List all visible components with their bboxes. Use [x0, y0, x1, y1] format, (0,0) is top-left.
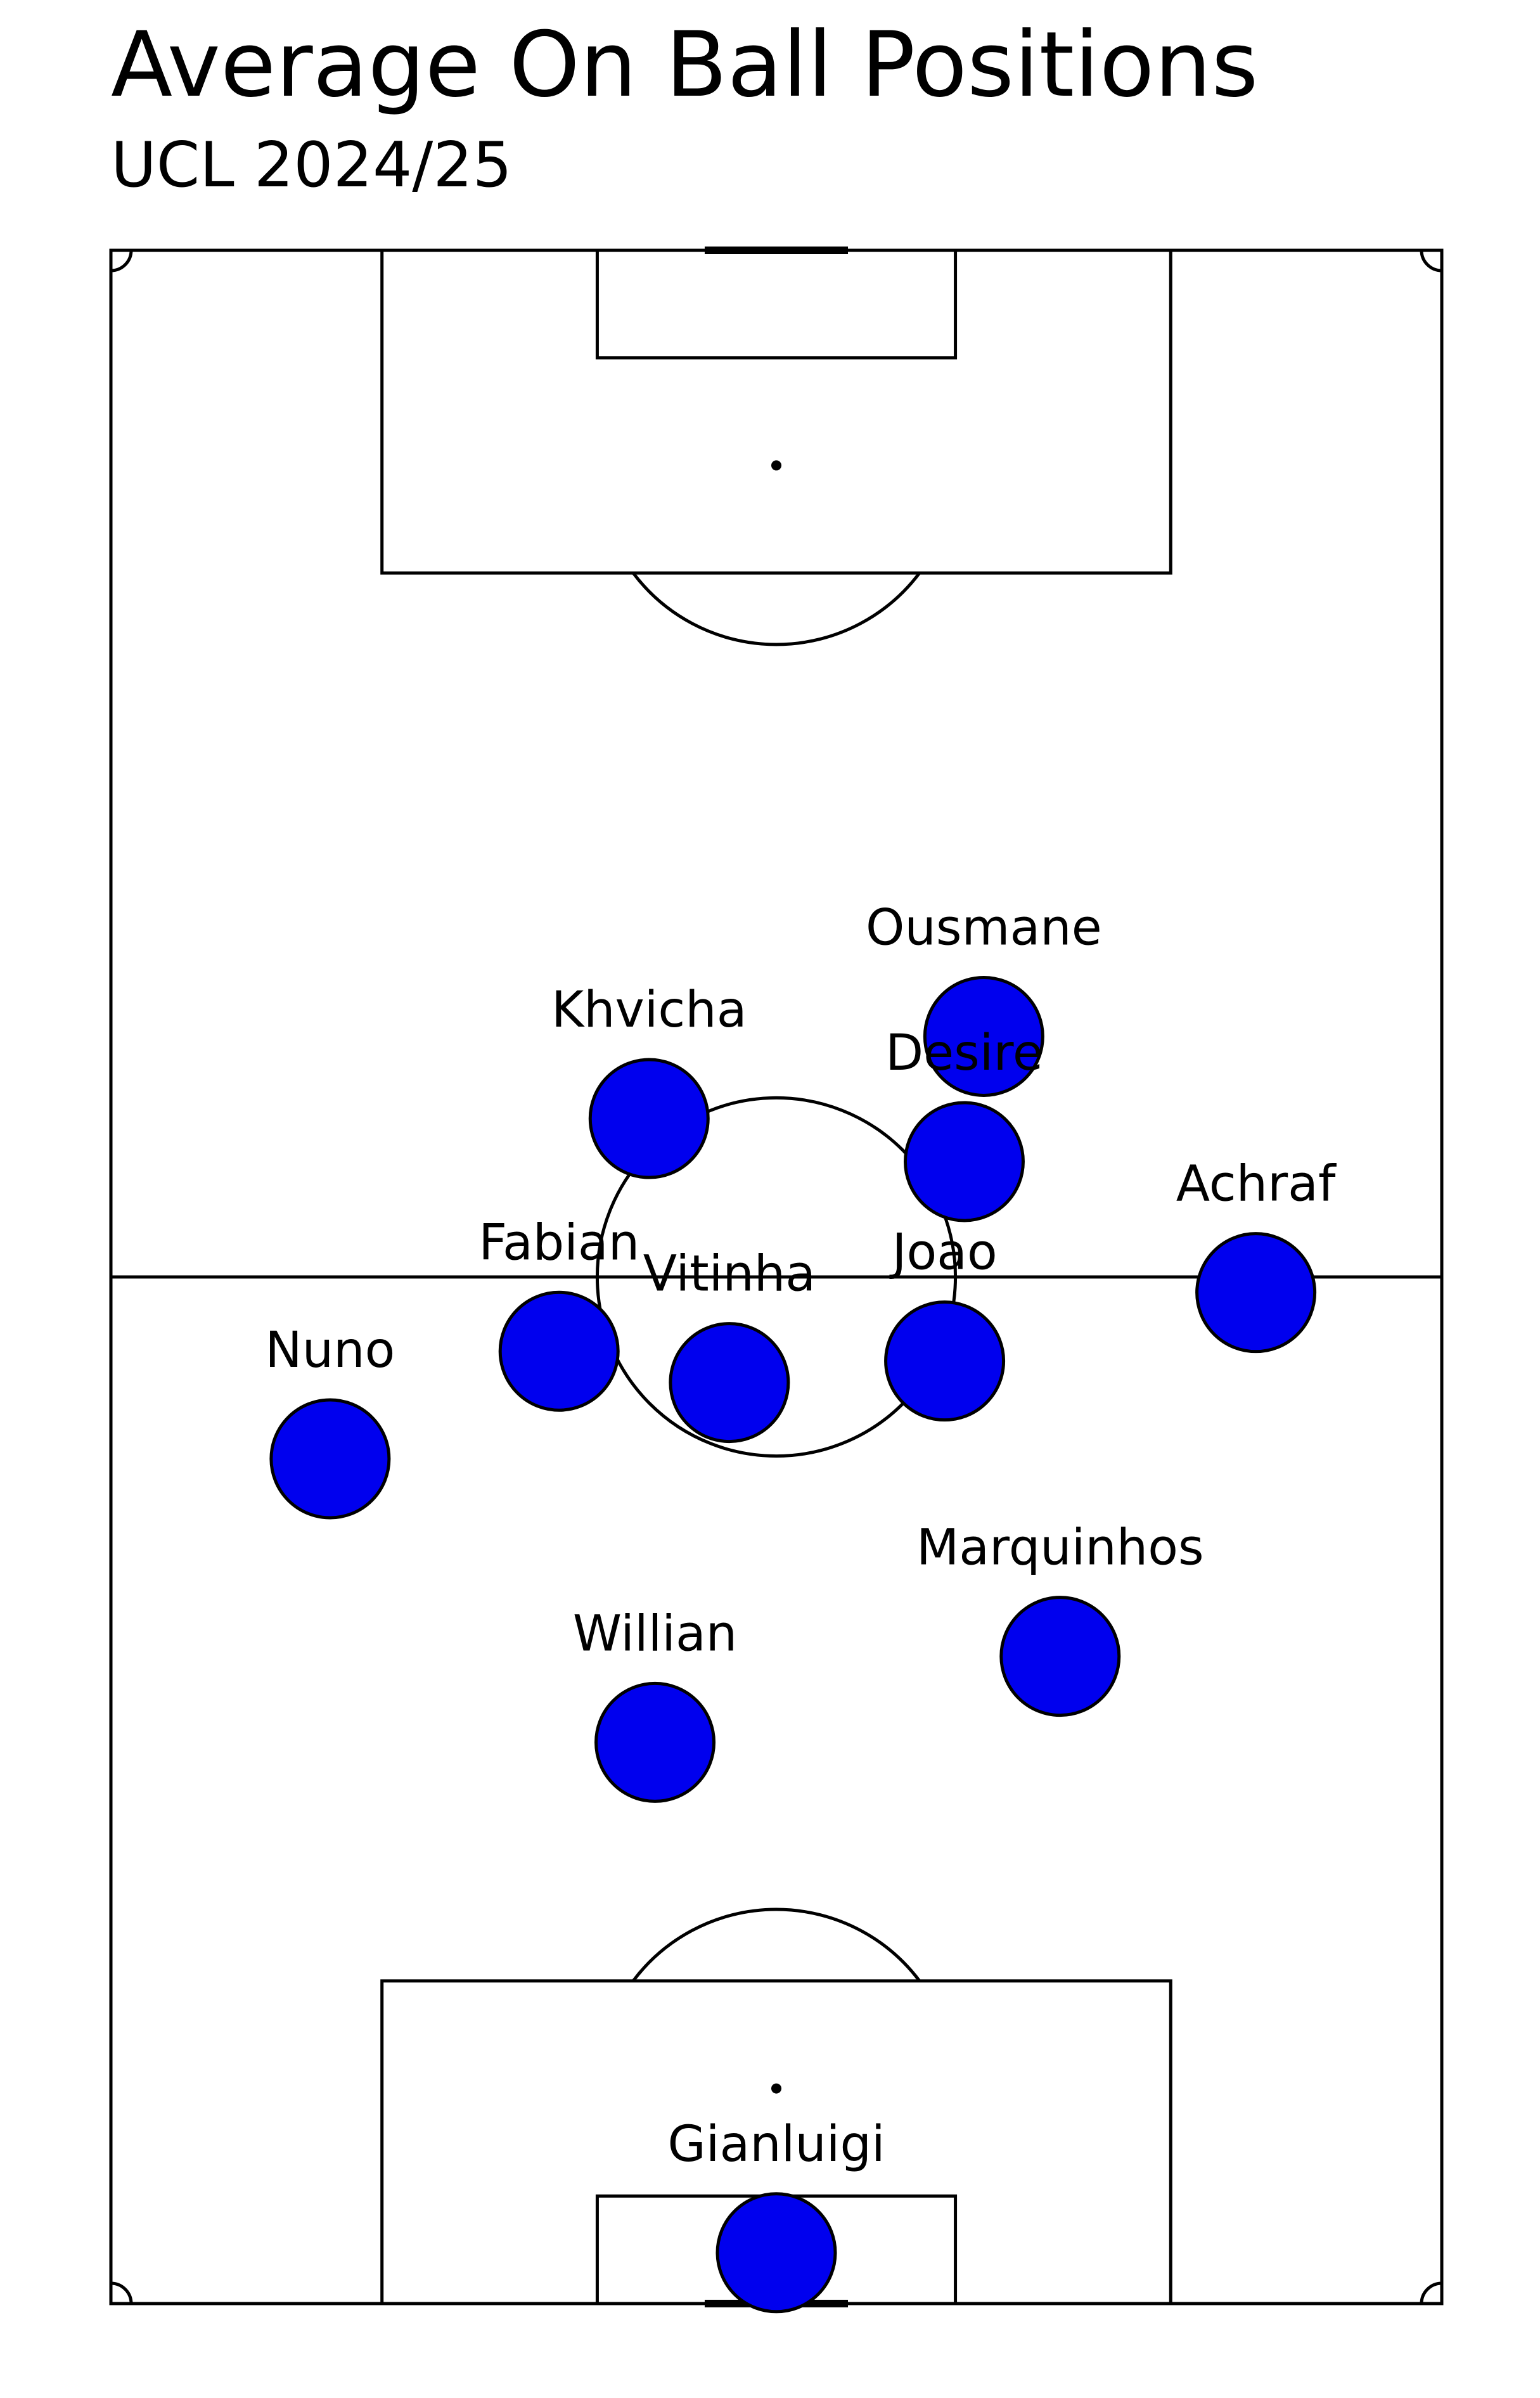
player-marker-group: Desire — [885, 1025, 1043, 1222]
player-marker-group: Achraf — [1176, 1156, 1337, 1354]
player-label: Fabian — [478, 1214, 639, 1271]
player-label: Achraf — [1176, 1156, 1337, 1213]
player-label: Ousmane — [866, 899, 1102, 956]
player-label: Marquinhos — [916, 1520, 1204, 1577]
corner-arc — [110, 250, 133, 272]
bottom-penalty-arc — [632, 1908, 921, 1982]
player-marker — [594, 1681, 716, 1803]
player-marker-group: Marquinhos — [916, 1520, 1204, 1717]
player-label: Vitinha — [643, 1246, 816, 1303]
player-marker-group: Fabian — [478, 1214, 639, 1412]
player-marker-group: Vitinha — [643, 1246, 816, 1444]
player-label: Joao — [889, 1224, 997, 1281]
player-label: Nuno — [265, 1322, 395, 1379]
player-label: Khvicha — [551, 982, 747, 1039]
top-penalty-spot — [771, 460, 781, 471]
player-marker — [269, 1398, 391, 1520]
player-marker — [1195, 1232, 1317, 1354]
corner-arc — [1420, 250, 1442, 272]
corner-arc — [1420, 2281, 1442, 2304]
player-marker-group: Khvicha — [551, 982, 747, 1179]
player-marker — [999, 1596, 1121, 1717]
player-marker-group: Gianluigi — [667, 2116, 885, 2314]
player-marker-group: Joao — [884, 1224, 1006, 1422]
player-marker — [498, 1290, 620, 1412]
player-label: Willian — [573, 1605, 737, 1662]
player-marker — [923, 975, 1044, 1097]
top-penalty-area — [380, 248, 1172, 575]
bottom-penalty-spot — [771, 2083, 781, 2094]
player-marker — [903, 1101, 1025, 1222]
top-penalty-arc — [632, 572, 921, 646]
corner-arc — [110, 2281, 133, 2304]
chart-title: Average On Ball Positions — [111, 13, 1259, 117]
player-label: Desire — [885, 1025, 1043, 1082]
chart-subtitle: UCL 2024/25 — [111, 129, 513, 202]
top-six-yard-box — [595, 248, 958, 360]
player-marker-group: Ousmane — [866, 899, 1102, 1097]
player-marker — [588, 1058, 710, 1179]
player-marker-group: Willian — [573, 1605, 737, 1803]
player-marker — [669, 1322, 790, 1444]
player-label: Gianluigi — [667, 2116, 885, 2173]
centre-circle — [595, 1096, 958, 1458]
player-marker — [715, 2192, 837, 2314]
player-marker — [884, 1300, 1006, 1422]
player-marker-group: Nuno — [265, 1322, 395, 1520]
